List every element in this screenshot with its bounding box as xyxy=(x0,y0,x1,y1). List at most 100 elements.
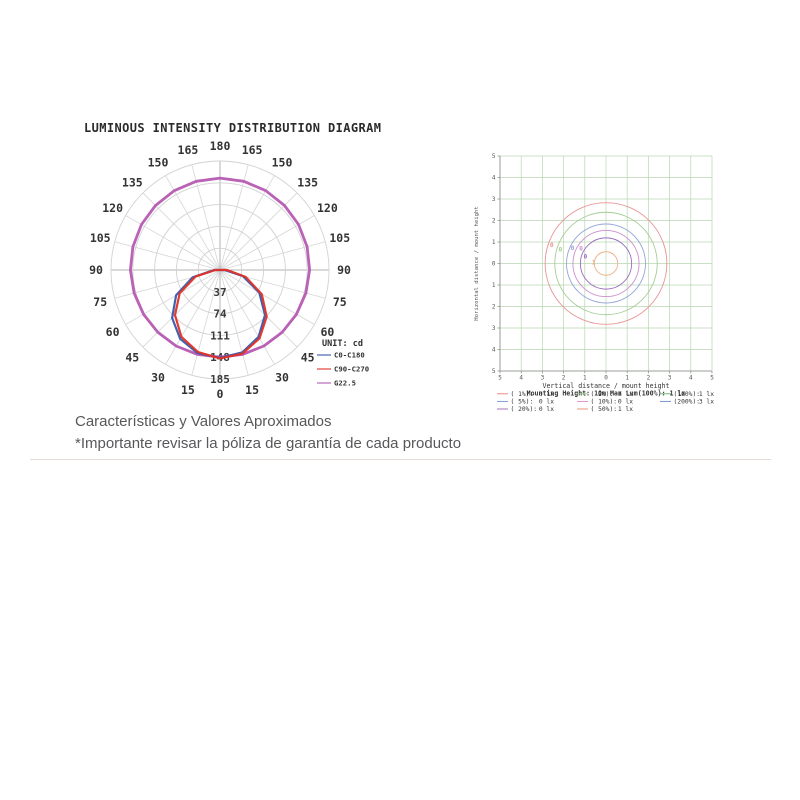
isolux-legend-label: ( 10%): xyxy=(591,399,618,406)
x-tick-label: 1 xyxy=(583,375,587,382)
polar-angle-label: 30 xyxy=(275,370,289,384)
polar-angle-label: 105 xyxy=(90,231,111,245)
isolux-contour xyxy=(572,229,640,298)
polar-angle-label: 165 xyxy=(178,143,199,157)
polar-angle-label: 180 xyxy=(210,139,231,153)
mounting-height-note: Mounting Height: 10m Max Lum(100%): 1 lx xyxy=(527,390,686,398)
polar-angle-label: 150 xyxy=(272,156,293,170)
polar-chart-title: LUMINOUS INTENSITY DISTRIBUTION DIAGRAM xyxy=(84,121,382,135)
polar-grid-spoke xyxy=(191,269,221,376)
polar-ring-label: 111 xyxy=(210,329,230,342)
isolux-legend-label: ( 20%): xyxy=(511,406,538,413)
isolux-legend-label: ( 50%): xyxy=(591,406,618,413)
x-tick-label: 5 xyxy=(498,375,502,382)
polar-angle-label: 75 xyxy=(333,295,347,309)
polar-legend-unit: UNIT: cd xyxy=(322,339,363,349)
y-tick-label: 3 xyxy=(492,325,496,332)
x-tick-label: 0 xyxy=(604,375,608,382)
isolux-contour xyxy=(554,211,658,316)
isolux-legend-label: (100%): xyxy=(674,391,701,398)
isolux-legend-value: 0 lx xyxy=(539,391,554,398)
x-tick-label: 2 xyxy=(562,375,566,382)
polar-legend-label: C0-C180 xyxy=(334,351,365,360)
isolux-contour-label: 0 xyxy=(559,247,563,254)
polar-angle-label: 165 xyxy=(242,143,263,157)
y-tick-label: 4 xyxy=(492,347,496,354)
x-tick-label: 3 xyxy=(668,375,672,382)
y-tick-label: 0 xyxy=(492,261,496,268)
y-tick-label: 3 xyxy=(492,196,496,203)
y-tick-label: 5 xyxy=(492,153,496,160)
polar-angle-label: 105 xyxy=(329,231,350,245)
polar-angle-label: 120 xyxy=(317,201,338,215)
x-axis-title: Vertical distance / mount height xyxy=(542,382,669,390)
polar-angle-label: 45 xyxy=(301,351,315,365)
isolux-legend-value: 0 lx xyxy=(618,391,633,398)
isolux-contour xyxy=(593,251,619,276)
isolux-contour-label: 0 xyxy=(550,242,554,249)
polar-grid-spoke xyxy=(125,269,221,325)
polar-ring-label: 185 xyxy=(210,373,230,386)
polar-grid-spoke xyxy=(165,269,221,365)
curve-g22.5 xyxy=(129,176,312,359)
polar-grid-ring xyxy=(110,160,330,380)
isolux-legend-value: 3 lx xyxy=(699,399,714,406)
x-tick-label: 4 xyxy=(689,375,693,382)
polar-ring-label: 37 xyxy=(213,286,226,299)
x-tick-label: 1 xyxy=(625,375,629,382)
curve-c90-c270 xyxy=(173,268,268,360)
section-divider xyxy=(30,459,771,460)
polar-angle-label: 135 xyxy=(297,175,318,189)
polar-grid-spoke xyxy=(142,269,221,348)
isolux-legend-value: 0 lx xyxy=(539,406,554,413)
polar-grid-ring xyxy=(197,247,243,293)
isolux-contour xyxy=(544,202,668,325)
caption-block: Características y Valores Aproximados *I… xyxy=(75,411,461,455)
x-tick-label: 3 xyxy=(541,375,545,382)
y-tick-label: 2 xyxy=(492,218,496,225)
polar-grid-spoke xyxy=(125,215,221,271)
polar-grid-spoke xyxy=(142,192,221,271)
polar-legend-label: C90-C270 xyxy=(334,365,369,374)
y-tick-label: 5 xyxy=(492,368,496,375)
polar-legend-label: G22.5 xyxy=(334,379,356,388)
caption-line-1: Características y Valores Aproximados xyxy=(75,413,332,430)
polar-angle-label: 75 xyxy=(93,295,107,309)
y-tick-label: 1 xyxy=(492,282,496,289)
polar-ring-label: 74 xyxy=(213,308,227,321)
polar-grid-spoke xyxy=(219,192,298,271)
polar-angle-label: 45 xyxy=(125,351,139,365)
polar-angle-label: 120 xyxy=(102,201,123,215)
isolux-legend-label: ( 5%): xyxy=(511,399,534,406)
polar-grid-spoke xyxy=(219,269,298,348)
isolux-contour-label: 0 xyxy=(571,245,575,252)
polar-angle-label: 150 xyxy=(148,156,169,170)
x-tick-label: 5 xyxy=(710,375,714,382)
polar-grid-spoke xyxy=(219,215,315,271)
polar-grid-ring xyxy=(154,204,286,336)
polar-angle-label: 90 xyxy=(89,263,103,277)
isolux-contour-label: 1 xyxy=(592,259,596,266)
polar-angle-label: 30 xyxy=(151,370,165,384)
polar-angle-label: 15 xyxy=(181,383,195,397)
y-axis-title: Horizontal distance / mount height xyxy=(474,206,480,321)
polar-angle-label: 15 xyxy=(245,383,259,397)
polar-grid-spoke xyxy=(219,269,249,376)
isolux-contour xyxy=(579,237,633,290)
isolux-contour-label: 0 xyxy=(579,245,583,252)
isolux-legend-value: 0 lx xyxy=(539,399,554,406)
polar-angle-label: 60 xyxy=(320,325,334,339)
isolux-contour xyxy=(566,223,646,304)
polar-angle-label: 0 xyxy=(217,387,224,401)
isolux-legend-value: 1 lx xyxy=(699,391,714,398)
y-tick-label: 2 xyxy=(492,304,496,311)
polar-grid-spoke xyxy=(219,269,315,325)
polar-grid-ring xyxy=(175,225,265,315)
polar-angle-label: 90 xyxy=(337,263,351,277)
caption-line-2: *Importante revisar la póliza de garantí… xyxy=(75,435,462,452)
isolux-contour-label: 0 xyxy=(584,253,588,260)
isolux-legend-label: (200%): xyxy=(674,399,701,406)
